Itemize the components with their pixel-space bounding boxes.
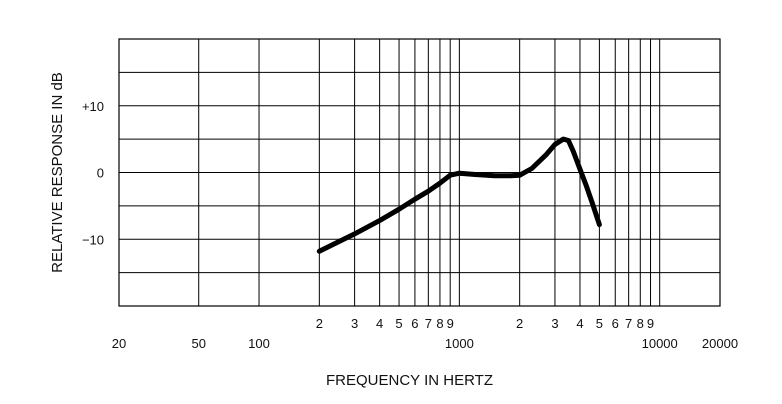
x-tick-label-minor: 3: [351, 316, 358, 331]
plot-frame: [118, 38, 721, 307]
x-tick-label: 1000: [445, 336, 474, 351]
x-tick-label-minor: 5: [395, 316, 402, 331]
x-tick-label: 100: [248, 336, 270, 351]
x-tick-label-minor: 8: [637, 316, 644, 331]
tick-labels: 2 3 4 5 6 7 8 9 2 3 4 5 6 7 8 920 50 100 1000 10000 20000+10…: [82, 99, 738, 351]
x-tick-label: 50: [191, 336, 205, 351]
x-tick-label-minor: 5: [596, 316, 603, 331]
y-tick-label: +10: [82, 99, 104, 114]
y-tick-label: −10: [82, 232, 104, 247]
response-curve: [316, 136, 602, 254]
x-tick-label-minor: 8: [436, 316, 443, 331]
grid: [119, 39, 720, 306]
x-tick-label-minor: 7: [425, 316, 432, 331]
y-tick-label: 0: [97, 166, 104, 181]
x-tick-label-minor: 2: [516, 316, 523, 331]
x-tick-label-minor: 7: [625, 316, 632, 331]
x-tick-label-minor: 9: [447, 316, 454, 331]
x-axis-title: FREQUENCY IN HERTZ: [326, 372, 493, 389]
x-tick-label-minor: 6: [411, 316, 418, 331]
series-layer: [316, 136, 602, 254]
x-tick-label-minor: 4: [576, 316, 583, 331]
x-tick-label-minor: 2: [316, 316, 323, 331]
x-tick-label: 20: [112, 336, 126, 351]
x-tick-label: 10000: [642, 336, 678, 351]
x-tick-label-minor: 9: [647, 316, 654, 331]
x-tick-label: 20000: [702, 336, 738, 351]
y-axis-title: RELATIVE RESPONSE IN dB: [49, 72, 66, 273]
x-tick-label-minor: 4: [376, 316, 383, 331]
x-tick-label-minor: 3: [551, 316, 558, 331]
x-tick-label-minor: 6: [612, 316, 619, 331]
